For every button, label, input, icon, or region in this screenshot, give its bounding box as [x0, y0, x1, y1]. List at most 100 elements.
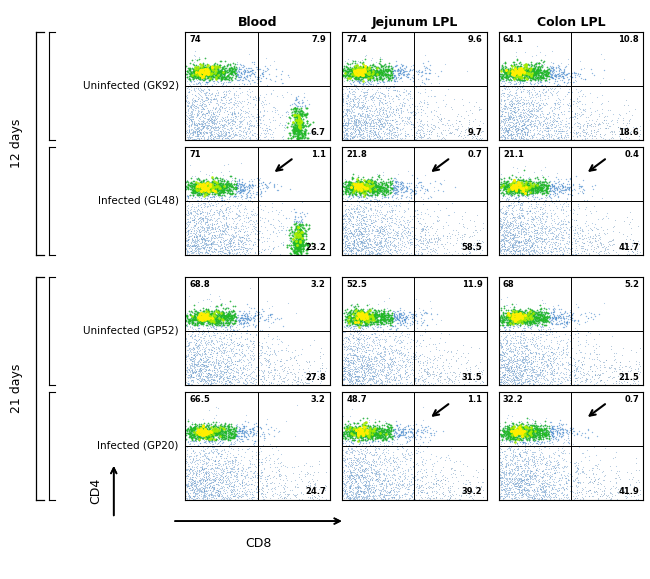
Point	[353, 181, 363, 190]
Point	[513, 185, 523, 194]
Point	[385, 489, 396, 499]
Point	[532, 465, 542, 474]
Point	[549, 489, 560, 498]
Point	[348, 184, 358, 193]
Point	[387, 64, 397, 73]
Point	[212, 314, 222, 323]
Point	[514, 371, 525, 380]
Point	[355, 459, 365, 468]
Point	[293, 131, 304, 141]
Point	[350, 119, 360, 129]
Point	[393, 109, 403, 118]
Point	[405, 239, 415, 248]
Point	[365, 74, 376, 83]
Point	[517, 329, 528, 338]
Point	[417, 487, 427, 496]
Point	[502, 221, 513, 230]
Point	[337, 208, 348, 218]
Point	[524, 181, 534, 190]
Point	[209, 438, 220, 448]
Point	[533, 63, 543, 72]
Point	[207, 122, 217, 131]
Point	[192, 313, 202, 322]
Point	[365, 309, 375, 318]
Point	[552, 116, 563, 126]
Point	[611, 376, 621, 386]
Point	[227, 464, 238, 473]
Point	[603, 224, 613, 233]
Text: CD8: CD8	[245, 537, 272, 550]
Point	[393, 481, 403, 490]
Point	[395, 239, 405, 248]
Point	[499, 373, 510, 382]
Point	[209, 311, 220, 320]
Point	[440, 134, 450, 143]
Point	[341, 478, 352, 487]
Point	[349, 63, 359, 72]
Point	[228, 431, 239, 441]
Point	[211, 70, 221, 79]
Point	[575, 339, 586, 349]
Point	[497, 124, 507, 134]
Point	[502, 70, 512, 79]
Point	[517, 199, 528, 208]
Point	[209, 65, 219, 75]
Point	[499, 113, 510, 123]
Point	[553, 183, 564, 192]
Point	[354, 319, 364, 328]
Point	[524, 68, 534, 78]
Point	[543, 65, 554, 74]
Point	[219, 160, 229, 170]
Point	[348, 318, 358, 327]
Point	[202, 67, 212, 76]
Point	[369, 430, 380, 439]
Point	[382, 424, 392, 433]
Point	[222, 176, 233, 185]
Point	[372, 376, 383, 386]
Point	[345, 305, 356, 314]
Point	[224, 181, 235, 190]
Point	[582, 375, 593, 384]
Point	[515, 310, 525, 320]
Point	[198, 178, 208, 188]
Point	[347, 427, 358, 436]
Point	[231, 71, 241, 80]
Point	[369, 367, 379, 376]
Point	[374, 485, 385, 494]
Point	[505, 71, 515, 80]
Point	[353, 472, 363, 481]
Point	[205, 184, 215, 193]
Point	[217, 120, 228, 130]
Point	[387, 67, 397, 76]
Point	[358, 182, 369, 191]
Point	[530, 119, 540, 128]
Point	[194, 429, 205, 438]
Point	[361, 67, 372, 76]
Point	[372, 184, 382, 193]
Point	[377, 310, 387, 319]
Point	[369, 67, 379, 76]
Point	[499, 181, 510, 190]
Point	[213, 490, 223, 500]
Point	[504, 308, 515, 317]
Point	[212, 217, 222, 226]
Point	[524, 376, 534, 386]
Point	[207, 306, 217, 316]
Point	[181, 425, 192, 434]
Point	[571, 300, 581, 309]
Point	[391, 122, 402, 131]
Point	[464, 372, 474, 382]
Point	[273, 225, 283, 234]
Point	[356, 186, 366, 195]
Point	[385, 490, 396, 500]
Point	[447, 119, 458, 129]
Point	[285, 241, 295, 251]
Point	[512, 425, 523, 434]
Point	[304, 120, 314, 130]
Point	[508, 347, 519, 357]
Point	[244, 284, 255, 293]
Point	[534, 428, 545, 438]
Point	[215, 60, 226, 69]
Point	[345, 179, 356, 188]
Point	[393, 194, 403, 203]
